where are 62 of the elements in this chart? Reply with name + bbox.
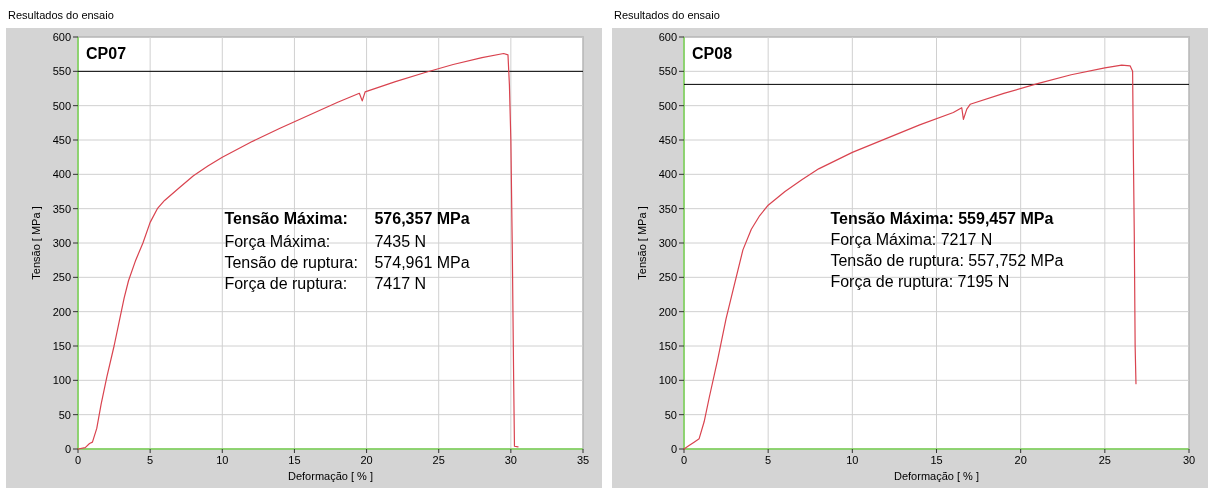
y-tick-label: 600 <box>52 30 71 43</box>
x-tick-label: 5 <box>765 454 772 466</box>
y-tick-label: 600 <box>658 30 677 43</box>
x-tick-label: 0 <box>680 454 688 466</box>
y-tick-label: 50 <box>664 408 677 421</box>
annotation: Tensão de ruptura: 557,752 MPa <box>830 252 1064 270</box>
y-tick-label: 450 <box>658 133 677 146</box>
annotation: 7417 N <box>374 275 427 293</box>
x-tick-label: 30 <box>1182 454 1196 466</box>
annotation: Tensão Máxima: 559,457 MPa <box>830 210 1054 228</box>
y-axis-title: Tensão [ MPa ] <box>636 206 648 280</box>
y-tick-label: 500 <box>52 99 71 112</box>
y-tick-label: 500 <box>658 99 677 112</box>
x-tick-label: 5 <box>147 454 154 466</box>
x-tick-label: 30 <box>504 454 517 466</box>
y-tick-label: 400 <box>52 168 71 181</box>
y-tick-label: 100 <box>658 374 677 387</box>
y-tick-label: 250 <box>658 271 677 284</box>
y-tick-label: 50 <box>58 408 71 421</box>
y-tick-label: 100 <box>52 374 71 387</box>
y-tick-label: 200 <box>658 305 677 318</box>
annotation: Força Máxima: 7217 N <box>830 231 993 249</box>
annotation: 576,357 MPa <box>374 210 470 228</box>
annotation: 574,961 MPa <box>374 254 470 272</box>
line-series <box>683 64 1137 450</box>
y-tick-label: 350 <box>52 202 71 215</box>
annotation: 7435 N <box>374 233 427 251</box>
y-tick-label: 0 <box>64 442 71 455</box>
x-axis-title: Deformação [ % ] <box>288 470 373 482</box>
y-tick-label: 400 <box>658 168 677 181</box>
y-tick-label: 550 <box>658 65 677 78</box>
annotation: Força de ruptura: <box>224 275 348 293</box>
y-tick-label: 350 <box>658 202 677 215</box>
annotation: Tensão de ruptura: <box>224 254 358 272</box>
x-tick-label: 0 <box>74 454 82 466</box>
x-tick-label: 15 <box>930 454 943 466</box>
y-axis-title: Tensão [ MPa ] <box>30 206 42 280</box>
y-tick-label: 300 <box>52 236 71 249</box>
x-tick-label: 10 <box>216 454 229 466</box>
y-tick-label: 150 <box>52 339 71 352</box>
x-axis-title: Deformação [ % ] <box>894 470 979 482</box>
annotation: Tensão Máxima: <box>224 210 348 228</box>
chart-title: Resultados do ensaio <box>8 9 114 21</box>
x-tick-label: 25 <box>1098 454 1111 466</box>
y-tick-label: 550 <box>52 65 71 78</box>
x-tick-label: 35 <box>576 454 590 466</box>
y-tick-label: 0 <box>670 442 677 455</box>
annotation: Força Máxima: <box>224 233 331 251</box>
y-tick-label: 300 <box>658 236 677 249</box>
x-tick-label: 10 <box>846 454 859 466</box>
x-tick-label: 15 <box>288 454 301 466</box>
x-tick-label: 20 <box>1014 454 1027 466</box>
chart-title: Resultados do ensaio <box>614 9 720 21</box>
y-tick-label: 250 <box>52 271 71 284</box>
y-tick-label: 200 <box>52 305 71 318</box>
annotation: CP07 <box>86 45 127 62</box>
y-tick-label: 450 <box>52 133 71 146</box>
x-tick-label: 25 <box>432 454 445 466</box>
x-tick-label: 20 <box>360 454 373 466</box>
annotation: Força de ruptura: 7195 N <box>830 273 1010 291</box>
annotation: CP08 <box>692 45 733 62</box>
y-tick-label: 150 <box>658 339 677 352</box>
